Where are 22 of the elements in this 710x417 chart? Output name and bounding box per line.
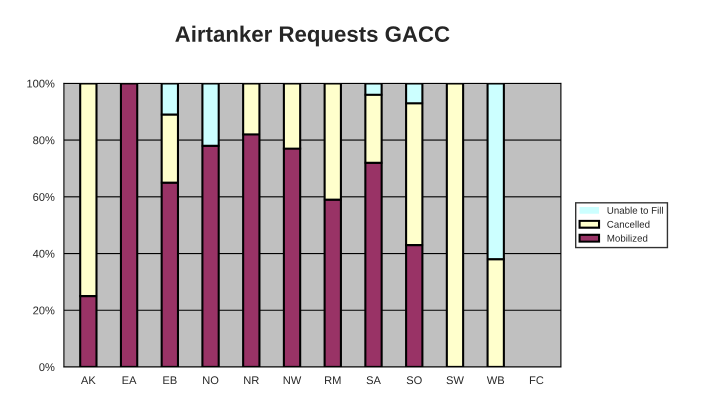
chart-title: Airtanker Requests GACC: [175, 26, 450, 46]
x-tick-label: SA: [366, 376, 381, 384]
x-tick-label: AK: [80, 376, 96, 384]
legend-label: Mobilized: [608, 234, 648, 242]
x-tick-label: FC: [530, 376, 544, 384]
y-tick-label: 100%: [27, 80, 54, 88]
x-tick-label: EA: [122, 376, 136, 384]
x-tick-label: NO: [203, 376, 218, 384]
x-tick-label: RM: [325, 376, 340, 384]
x-tick-label: SO: [406, 376, 422, 384]
y-tick-label: 20%: [33, 306, 54, 314]
y-tick-label: 80%: [33, 136, 54, 144]
legend-label: Cancelled: [607, 220, 650, 228]
x-tick-label: SW: [446, 376, 464, 384]
x-tick-label: WB: [486, 376, 504, 384]
legend-label: Unable to Fill: [608, 206, 663, 214]
y-tick-label: 60%: [33, 193, 54, 201]
x-tick-label: NR: [244, 376, 259, 384]
y-tick-label: 40%: [32, 250, 54, 258]
x-tick-label: NW: [284, 376, 302, 384]
y-tick-label: 0%: [39, 363, 54, 372]
x-tick-label: EB: [163, 376, 177, 384]
